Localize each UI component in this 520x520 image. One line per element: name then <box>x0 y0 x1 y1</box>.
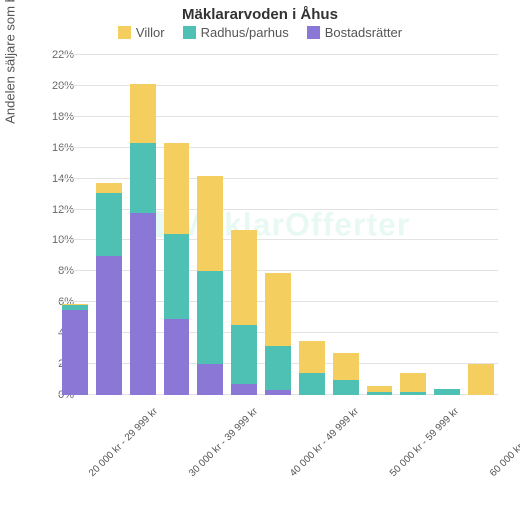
x-tick-label: 30 000 kr - 39 999 kr <box>187 406 260 479</box>
bar-segment-bostad <box>197 364 223 395</box>
bar-group <box>130 55 156 395</box>
legend-item-radhus: Radhus/parhus <box>183 25 289 40</box>
bar-segment-radhus <box>197 271 223 364</box>
legend: Villor Radhus/parhus Bostadsrätter <box>0 25 520 40</box>
bar-segment-bostad <box>164 319 190 395</box>
bar-group <box>265 55 291 395</box>
bar-segment-villor <box>164 143 190 234</box>
legend-item-villor: Villor <box>118 25 165 40</box>
bar-group <box>400 55 426 395</box>
bar-segment-radhus <box>299 373 325 395</box>
bar-segment-radhus <box>400 392 426 395</box>
bar-segment-radhus <box>164 234 190 319</box>
legend-item-bostad: Bostadsrätter <box>307 25 402 40</box>
bar-group <box>231 55 257 395</box>
x-tick-label: 40 000 kr - 49 999 kr <box>288 406 361 479</box>
bar-group <box>96 55 122 395</box>
bar-group <box>299 55 325 395</box>
bar-segment-bostad <box>265 390 291 395</box>
bar-segment-radhus <box>265 346 291 391</box>
x-tick-label: 60 000 kr - 69 999 kr <box>488 406 520 479</box>
x-tick-label: 50 000 kr - 59 999 kr <box>388 406 461 479</box>
bar-segment-villor <box>265 273 291 346</box>
bar-group <box>434 55 460 395</box>
bar-segment-radhus <box>96 193 122 256</box>
legend-label-radhus: Radhus/parhus <box>201 25 289 40</box>
legend-label-villor: Villor <box>136 25 165 40</box>
bar-group <box>164 55 190 395</box>
bar-segment-radhus <box>231 325 257 384</box>
bar-segment-villor <box>231 230 257 326</box>
bars-group <box>58 55 498 395</box>
bar-segment-radhus <box>130 143 156 213</box>
y-axis-label: Andelen säljare som betalat arvodet <box>3 0 18 124</box>
bar-segment-bostad <box>231 384 257 395</box>
bar-segment-radhus <box>434 389 460 395</box>
chart-container: Mäklararvoden i Åhus Villor Radhus/parhus… <box>0 0 520 520</box>
x-tick-label: 20 000 kr - 29 999 kr <box>87 406 160 479</box>
chart-title: Mäklararvoden i Åhus <box>0 0 520 23</box>
bar-segment-bostad <box>130 213 156 395</box>
bar-segment-villor <box>96 183 122 192</box>
bar-segment-villor <box>197 176 223 272</box>
bar-segment-villor <box>333 353 359 379</box>
legend-swatch-radhus <box>183 26 196 39</box>
bar-segment-bostad <box>96 256 122 395</box>
x-axis-labels: 20 000 kr - 29 999 kr30 000 kr - 39 999 … <box>58 398 498 409</box>
legend-swatch-bostad <box>307 26 320 39</box>
plot-area: MäklarOfferter <box>58 55 498 395</box>
bar-segment-villor <box>468 364 494 395</box>
bar-segment-villor <box>299 341 325 373</box>
bar-group <box>333 55 359 395</box>
bar-segment-villor <box>130 84 156 143</box>
bar-group <box>367 55 393 395</box>
bar-segment-bostad <box>62 310 88 395</box>
legend-swatch-villor <box>118 26 131 39</box>
legend-label-bostad: Bostadsrätter <box>325 25 402 40</box>
bar-segment-villor <box>400 373 426 392</box>
bar-group <box>62 55 88 395</box>
bar-segment-radhus <box>367 392 393 395</box>
bar-group <box>468 55 494 395</box>
bar-group <box>197 55 223 395</box>
bar-segment-radhus <box>333 380 359 395</box>
